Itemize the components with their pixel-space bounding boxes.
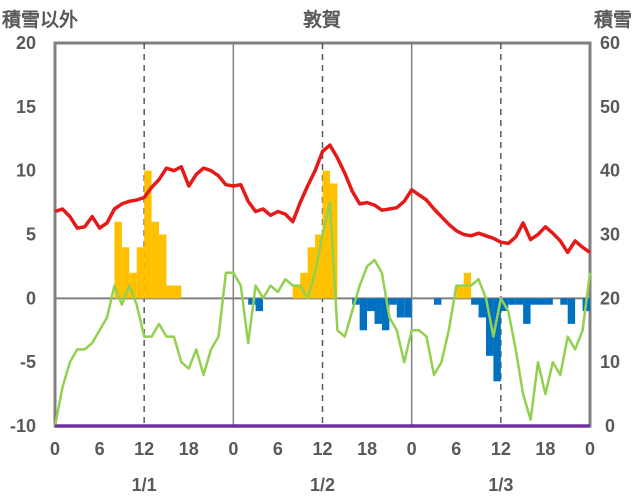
bar-snow-loss — [508, 298, 516, 305]
bar-snow-loss — [567, 298, 576, 324]
bar-snow-gain — [307, 247, 316, 299]
series-line-red — [54, 143, 591, 255]
x-hour-tick-label: 18 — [535, 439, 555, 459]
y-right-tick-label: 50 — [600, 97, 620, 117]
y-right-tick-label: 20 — [600, 288, 620, 308]
y-right-title: 積雪 — [594, 8, 632, 31]
bar-snow-loss — [515, 298, 524, 305]
x-hour-tick-label: 6 — [273, 439, 283, 459]
bar-snow-loss — [478, 298, 486, 318]
bar-snow-gain — [151, 221, 160, 299]
x-hour-tick-label: 0 — [228, 439, 238, 459]
x-hour-tick-label: 6 — [451, 439, 461, 459]
bar-snow-gain — [121, 247, 130, 299]
bar-snow-loss — [545, 298, 553, 305]
bar-snow-gain — [456, 285, 464, 299]
y-left-tick-label: 15 — [16, 97, 36, 117]
x-hour-tick-label: 0 — [50, 439, 60, 459]
y-right-tick-label: 30 — [600, 225, 620, 245]
bar-snow-gain — [173, 285, 182, 299]
y-left-tick-label: -10 — [10, 416, 36, 436]
y-left-title: 積雪以外 — [2, 8, 78, 31]
x-date-label: 1/3 — [488, 475, 513, 495]
x-hour-tick-label: 18 — [357, 439, 377, 459]
bar-snow-loss — [493, 298, 501, 382]
bar-snow-loss — [248, 298, 256, 305]
x-hour-tick-label: 12 — [134, 439, 154, 459]
chart-title: 敦賀 — [303, 8, 341, 31]
bar-snow-loss — [396, 298, 405, 318]
bar-snow-gain — [300, 272, 308, 299]
y-right-tick-label: 0 — [605, 416, 615, 436]
bar-snow-loss — [530, 298, 538, 305]
y-left-tick-label: 20 — [16, 33, 36, 53]
y-left-tick-label: 5 — [26, 225, 36, 245]
bar-snow-loss — [485, 298, 494, 356]
x-hour-tick-label: 12 — [491, 439, 511, 459]
bar-snow-gain — [144, 170, 152, 299]
x-date-label: 1/1 — [132, 475, 157, 495]
y-right-tick-label: 10 — [600, 352, 620, 372]
bar-snow-loss — [560, 298, 568, 305]
bar-snow-loss — [381, 298, 390, 331]
bar-snow-gain — [166, 285, 174, 299]
x-hour-tick-label: 6 — [95, 439, 105, 459]
x-hour-tick-label: 12 — [312, 439, 332, 459]
bar-snow-gain — [322, 170, 330, 299]
bar-snow-gain — [129, 272, 137, 299]
y-right-tick-label: 40 — [600, 161, 620, 181]
series-line-green — [53, 201, 592, 427]
x-hour-tick-label: 18 — [179, 439, 199, 459]
bar-snow-loss — [359, 298, 368, 331]
bar-snow-loss — [255, 298, 264, 312]
bar-snow-loss — [389, 298, 397, 305]
bar-snow-gain — [315, 234, 323, 299]
x-hour-tick-label: 0 — [407, 439, 417, 459]
bar-snow-loss — [433, 298, 442, 305]
x-date-label: 1/2 — [310, 475, 335, 495]
bar-snow-gain — [136, 247, 145, 299]
y-left-tick-label: -5 — [20, 352, 36, 372]
bar-snow-gain — [114, 221, 122, 299]
x-hour-tick-label: 0 — [585, 439, 595, 459]
bar-snow-gain — [329, 183, 338, 299]
bar-snow-loss — [537, 298, 546, 305]
y-right-tick-label: 60 — [600, 33, 620, 53]
bar-snow-gain — [292, 285, 301, 299]
bar-snow-gain — [159, 234, 167, 299]
bar-snow-loss — [367, 298, 375, 312]
plot-area — [53, 41, 592, 428]
y-left-tick-label: 0 — [26, 288, 36, 308]
bar-snow-loss — [374, 298, 382, 324]
bar-snow-loss — [404, 298, 412, 318]
bar-snow-loss — [523, 298, 531, 324]
bar-snow-loss — [471, 298, 479, 305]
y-left-tick-label: 10 — [16, 161, 36, 181]
